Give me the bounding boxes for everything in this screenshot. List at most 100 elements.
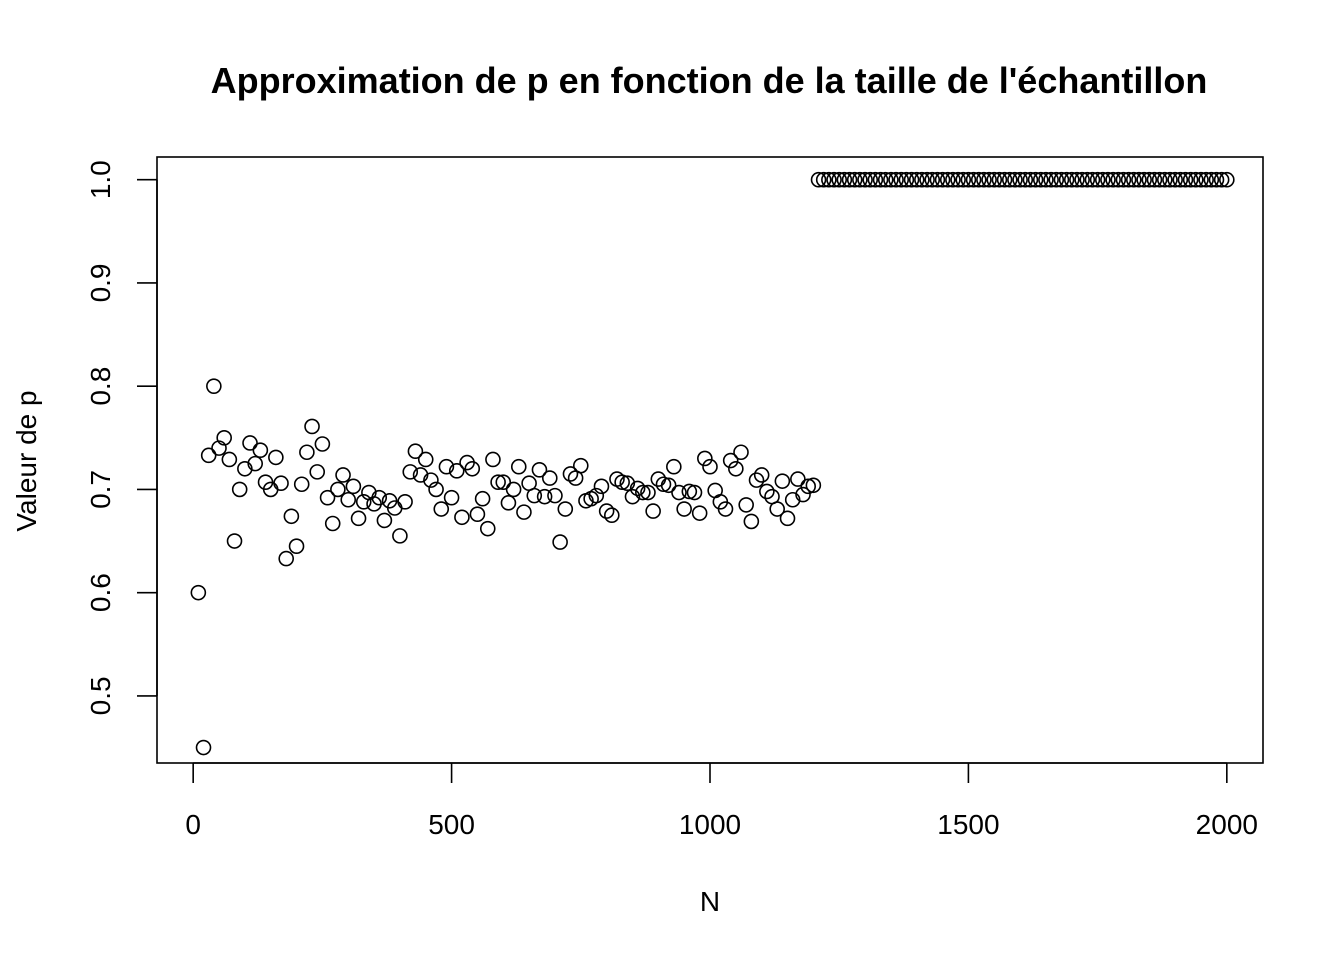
data-point	[1146, 171, 1163, 188]
data-point	[206, 378, 222, 394]
data-point	[883, 171, 899, 188]
data-point	[402, 464, 419, 480]
data-point	[1053, 171, 1070, 188]
data-point	[252, 442, 269, 458]
data-point	[893, 171, 910, 188]
data-point	[1063, 171, 1080, 188]
data-point	[697, 450, 713, 467]
data-point	[438, 458, 455, 475]
data-point	[340, 491, 357, 508]
data-point	[790, 471, 806, 487]
data-point	[293, 476, 310, 493]
data-point	[1048, 171, 1065, 188]
data-point	[237, 460, 253, 477]
data-point	[247, 455, 263, 472]
data-point	[1182, 171, 1199, 188]
data-point	[485, 451, 501, 468]
data-point	[1120, 171, 1137, 188]
data-point	[1115, 171, 1132, 188]
data-point	[645, 503, 661, 519]
data-point	[872, 171, 889, 188]
y-tick-label: 1.0	[85, 160, 116, 199]
data-point	[1043, 171, 1059, 188]
data-point	[862, 171, 879, 188]
y-axis-label: Valeur de p	[11, 390, 42, 531]
data-point	[1177, 171, 1194, 188]
data-point	[681, 483, 698, 500]
data-point	[717, 501, 734, 517]
data-point	[1141, 171, 1158, 188]
data-point	[583, 490, 599, 507]
data-point	[1089, 171, 1106, 188]
data-point	[981, 171, 997, 188]
data-point	[898, 171, 915, 188]
data-point	[314, 436, 331, 452]
data-point	[929, 171, 946, 188]
data-point	[474, 490, 491, 507]
data-point	[1022, 171, 1039, 188]
data-point	[557, 501, 574, 517]
data-point	[526, 487, 543, 504]
data-point	[500, 495, 517, 511]
data-point	[211, 440, 227, 456]
data-point	[976, 171, 992, 188]
data-point	[846, 171, 863, 188]
data-point	[666, 458, 682, 475]
data-point	[635, 484, 651, 501]
data-point	[283, 508, 300, 525]
data-point	[604, 507, 620, 524]
data-point	[1032, 171, 1049, 188]
data-point	[903, 171, 920, 188]
data-point	[273, 475, 289, 492]
data-point	[660, 477, 677, 494]
data-point	[547, 487, 563, 504]
data-point	[1125, 171, 1142, 188]
data-point	[448, 463, 465, 479]
data-point	[1038, 171, 1054, 188]
data-point	[1188, 171, 1204, 188]
data-point	[1069, 171, 1085, 188]
data-point	[428, 481, 444, 498]
data-point	[1001, 171, 1018, 188]
data-point	[221, 451, 238, 468]
data-point	[516, 504, 532, 520]
data-point	[598, 503, 615, 519]
data-point	[1198, 171, 1214, 188]
data-point	[1167, 171, 1183, 188]
y-tick-label: 0.6	[85, 573, 116, 612]
data-point	[1100, 171, 1116, 188]
data-point	[288, 538, 305, 555]
data-point	[924, 171, 941, 188]
data-point	[676, 501, 692, 517]
y-tick-label: 0.8	[85, 367, 116, 406]
data-point	[800, 478, 816, 495]
data-point	[960, 171, 977, 188]
data-point	[805, 477, 822, 494]
data-point	[970, 171, 987, 188]
data-point	[945, 171, 961, 188]
data-point	[1084, 171, 1101, 188]
data-point	[423, 472, 439, 488]
data-point	[216, 430, 232, 446]
data-point	[562, 466, 579, 482]
x-tick-label: 500	[428, 809, 475, 840]
data-point	[268, 449, 284, 466]
data-point	[572, 457, 589, 474]
data-point	[299, 444, 315, 461]
data-point	[1110, 171, 1127, 188]
data-point	[877, 171, 894, 188]
data-point	[836, 171, 853, 188]
data-point	[769, 501, 785, 517]
data-point	[242, 435, 258, 451]
data-point	[190, 584, 207, 601]
data-point	[759, 483, 775, 500]
data-point	[774, 473, 791, 489]
data-point	[231, 481, 248, 498]
data-point	[1151, 171, 1168, 188]
data-point	[1105, 171, 1121, 188]
data-point	[821, 171, 837, 188]
data-point	[490, 474, 506, 490]
data-point	[614, 474, 630, 490]
data-point	[350, 510, 367, 527]
